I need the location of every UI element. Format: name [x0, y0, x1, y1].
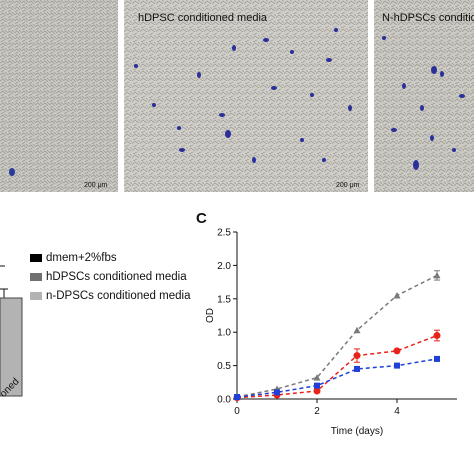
- legend-item-dmem: dmem+2%fbs: [30, 252, 200, 264]
- y-tick-label: 0.5: [217, 361, 231, 372]
- series-line-1: [236, 334, 438, 399]
- data-point: [434, 355, 440, 362]
- scale-bar-label: 200 μm: [84, 182, 108, 189]
- data-point: [433, 271, 441, 279]
- micrograph-n-hdpsc: N-hDPSCs conditioned media: [374, 0, 474, 192]
- micrograph-label: N-hDPSCs conditioned media: [382, 12, 474, 24]
- y-tick-label: 1.5: [217, 294, 231, 305]
- data-point: [353, 326, 361, 334]
- legend-label: n-DPSCs conditioned media: [46, 290, 191, 302]
- data-point: [313, 374, 321, 381]
- data-point: [353, 352, 361, 360]
- data-point: [314, 382, 320, 389]
- x-tick-label: 4: [394, 406, 400, 417]
- data-point: [393, 291, 401, 299]
- data-point: [393, 347, 401, 355]
- growth-curve-chart: 0.0 0.5 1.0 1.5 2.0 2.5 0 2 4 Time (days) OD: [205, 228, 457, 437]
- y-axis-label: OD: [205, 308, 216, 323]
- panel-b-legend: dmem+2%fbs hDPSCs conditioned media n-DP…: [30, 252, 200, 309]
- series-line-0: [236, 274, 438, 398]
- x-tick-label: 2: [314, 406, 320, 417]
- legend-label: dmem+2%fbs: [46, 252, 117, 264]
- data-point: [234, 393, 240, 400]
- micrograph-dmem: 200 μm: [0, 0, 118, 192]
- panel-b-bar-area: [0, 265, 23, 397]
- micrograph-hdpsc-image: [124, 0, 368, 192]
- data-point: [394, 362, 400, 369]
- bar-n-dpscs-conditioned: [0, 297, 23, 397]
- legend-item-hdpscs: hDPSCs conditioned media: [30, 271, 200, 283]
- micrograph-dmem-image: [0, 0, 118, 192]
- y-tick-label: 2.0: [217, 261, 231, 272]
- x-tick-label: 0: [234, 406, 240, 417]
- micrograph-hdpsc: hDPSC conditioned media 200 μm: [124, 0, 368, 192]
- legend-swatch-black: [30, 254, 42, 262]
- y-tick-label: 1.0: [217, 328, 231, 339]
- panel-c-letter: C: [196, 210, 207, 227]
- x-axis-label: Time (days): [331, 426, 383, 437]
- data-point: [433, 332, 441, 340]
- data-point: [313, 387, 321, 395]
- legend-label: hDPSCs conditioned media: [46, 271, 187, 283]
- y-tick-label: 0.0: [217, 395, 231, 406]
- legend-item-n-dpscs: n-DPSCs conditioned media: [30, 290, 200, 302]
- y-tick-label: 2.5: [217, 228, 231, 239]
- data-point: [274, 389, 280, 396]
- micrograph-n-hdpsc-image: [374, 0, 474, 192]
- series-line-2: [236, 358, 438, 398]
- scale-bar-label: 200 μm: [336, 182, 360, 189]
- legend-swatch-darkgray: [30, 273, 42, 281]
- legend-swatch-lightgray: [30, 292, 42, 300]
- micrograph-label: hDPSC conditioned media: [138, 12, 268, 24]
- data-point: [354, 365, 360, 372]
